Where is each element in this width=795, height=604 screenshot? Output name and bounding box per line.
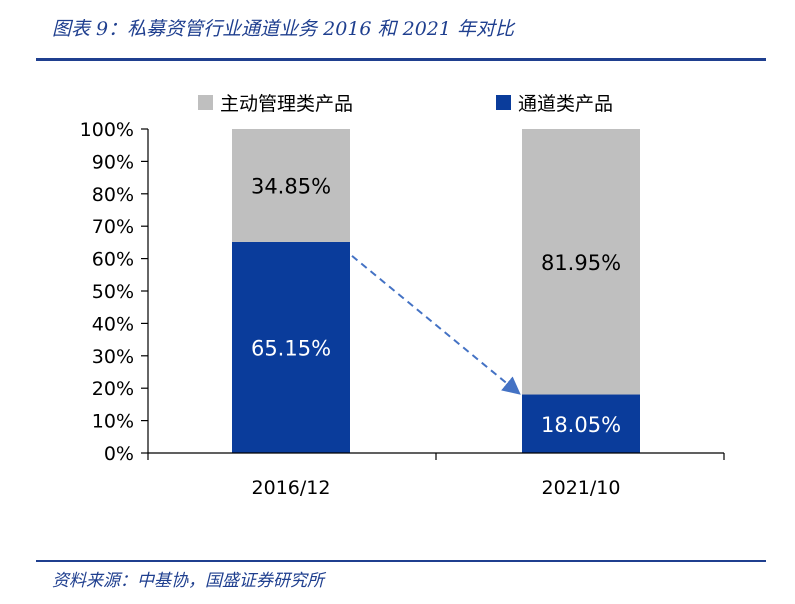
- legend-label: 通道类产品: [518, 93, 613, 115]
- data-label: 65.15%: [251, 336, 331, 360]
- top-rule: [36, 58, 766, 61]
- bar-segment: [232, 129, 350, 242]
- axes: 0% 10% 20% 30% 40% 50% 60% 70% 80% 90% 100% 2016/12…: [80, 119, 725, 499]
- source-note: 资料来源：中基协，国盛证券研究所: [52, 571, 324, 591]
- annotations: [351, 255, 521, 395]
- legend-swatch: [198, 95, 213, 110]
- x-category-label: 2021/10: [542, 477, 621, 499]
- data-label: 34.85%: [251, 174, 331, 198]
- y-tick-label: 90%: [92, 151, 134, 173]
- y-tick-label: 10%: [92, 411, 134, 433]
- legend-swatch: [496, 95, 511, 110]
- bar-segment: [232, 241, 350, 453]
- bar-segment: [522, 394, 640, 453]
- y-tick-label: 80%: [92, 184, 134, 206]
- data-label: 81.95%: [541, 251, 621, 275]
- decline-arrow: [351, 255, 521, 395]
- y-tick-label: 50%: [92, 281, 134, 303]
- x-category-label: 2016/12: [252, 477, 331, 499]
- y-tick-label: 30%: [92, 346, 134, 368]
- y-tick-label: 0%: [104, 443, 134, 465]
- data-label: 18.05%: [541, 413, 621, 437]
- figure-title: 图表 9：私募资管行业通道业务 2016 和 2021 年对比: [52, 18, 514, 40]
- bars: 65.15% 34.85% 18.05% 81.95%: [232, 129, 640, 453]
- y-tick-label: 20%: [92, 378, 134, 400]
- y-tick-label: 70%: [92, 216, 134, 238]
- bar-segment: [522, 129, 640, 395]
- legend: 主动管理类产品 通道类产品: [198, 93, 613, 115]
- legend-label: 主动管理类产品: [220, 93, 353, 115]
- y-tick-label: 100%: [80, 119, 134, 141]
- y-tick-label: 40%: [92, 313, 134, 335]
- bottom-rule: [36, 560, 766, 562]
- stacked-bar-chart: 主动管理类产品 通道类产品 65.15% 34.85% 18.05% 81.95% 0%…: [80, 93, 725, 499]
- y-tick-label: 60%: [92, 249, 134, 271]
